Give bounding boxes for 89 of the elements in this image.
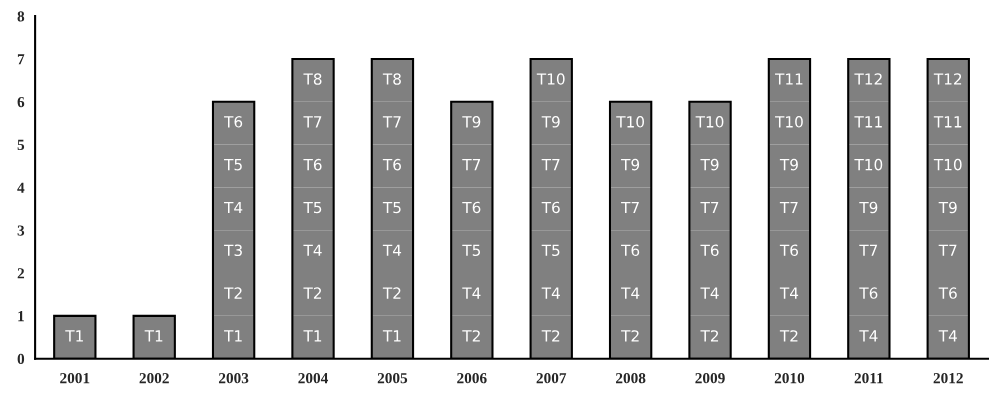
data-label: T1 xyxy=(144,330,163,342)
data-label: T7 xyxy=(700,201,719,214)
data-label: T6 xyxy=(779,244,799,257)
data-label: T7 xyxy=(462,159,481,171)
x-tick-label: 2012 xyxy=(933,373,963,384)
x-tick-label: 2005 xyxy=(377,373,408,384)
data-label: T5 xyxy=(224,159,242,171)
data-label: T6 xyxy=(859,287,878,299)
data-label: T11 xyxy=(933,116,962,128)
data-label: T2 xyxy=(382,287,401,299)
data-label: T2 xyxy=(621,330,639,342)
y-tick-label: 2 xyxy=(17,268,25,279)
data-label: T10 xyxy=(775,116,803,128)
data-label: T5 xyxy=(382,201,401,214)
data-label: T1 xyxy=(65,330,83,342)
y-tick-label: 4 xyxy=(17,182,25,193)
data-label: T7 xyxy=(859,244,878,256)
x-tick-label: 2011 xyxy=(854,373,883,384)
data-label: T2 xyxy=(700,330,719,342)
data-label: T2 xyxy=(541,330,560,342)
data-label: T11 xyxy=(854,116,882,128)
data-label: T9 xyxy=(859,201,878,214)
data-label: T6 xyxy=(541,201,560,214)
data-label: T10 xyxy=(933,158,962,171)
data-label: T9 xyxy=(938,201,957,214)
data-label: T5 xyxy=(541,244,560,257)
data-label: T2 xyxy=(779,330,798,342)
data-label: T10 xyxy=(854,158,883,171)
data-label: T9 xyxy=(779,158,798,171)
data-label: T9 xyxy=(541,116,560,128)
data-label: T6 xyxy=(700,244,719,257)
data-label: T10 xyxy=(695,116,724,128)
data-label: T2 xyxy=(303,287,322,299)
data-label: T12 xyxy=(933,73,962,85)
data-label: T4 xyxy=(779,287,799,299)
y-tick-label: 0 xyxy=(17,353,25,365)
data-label: T6 xyxy=(462,201,481,214)
data-label: T4 xyxy=(382,244,402,256)
data-label: T9 xyxy=(621,158,640,171)
data-label: T11 xyxy=(775,73,803,85)
data-label: T10 xyxy=(616,116,645,128)
data-label: T7 xyxy=(303,116,322,128)
data-label: T2 xyxy=(224,287,242,299)
data-label: T4 xyxy=(303,244,322,256)
data-label: T10 xyxy=(536,73,565,85)
data-label: T4 xyxy=(859,330,878,342)
data-label: T12 xyxy=(854,73,882,85)
data-label: T9 xyxy=(462,116,481,128)
data-label: T6 xyxy=(621,244,640,257)
data-label: T8 xyxy=(303,73,322,85)
y-tick-label: 5 xyxy=(17,139,25,151)
x-tick-label: 2010 xyxy=(774,373,805,384)
data-label: T2 xyxy=(462,330,480,342)
y-tick-label: 6 xyxy=(17,96,25,108)
data-label: T6 xyxy=(224,116,243,128)
x-tick-label: 2001 xyxy=(60,373,90,384)
data-label: T7 xyxy=(621,201,639,214)
data-label: T8 xyxy=(382,73,401,85)
data-label: T7 xyxy=(938,244,957,256)
data-label: T4 xyxy=(541,287,560,299)
data-label: T4 xyxy=(224,201,243,214)
data-label: T6 xyxy=(382,158,401,171)
x-tick-label: 2008 xyxy=(616,373,646,384)
y-tick-label: 1 xyxy=(18,311,24,322)
data-label: T4 xyxy=(938,330,957,342)
data-label: T5 xyxy=(303,201,322,214)
y-tick-label: 8 xyxy=(17,11,25,22)
data-label: T5 xyxy=(462,244,481,257)
x-tick-label: 2004 xyxy=(298,373,329,384)
data-label: T6 xyxy=(303,158,322,171)
data-label: T7 xyxy=(779,201,798,214)
x-tick-label: 2009 xyxy=(695,373,725,384)
x-tick-label: 2003 xyxy=(218,373,249,384)
data-label: T6 xyxy=(938,287,957,299)
data-label: T3 xyxy=(224,244,242,257)
data-label: T4 xyxy=(621,287,640,299)
data-label: T1 xyxy=(224,330,242,342)
data-label: T4 xyxy=(700,287,719,299)
data-label: T1 xyxy=(382,330,401,342)
data-label: T9 xyxy=(700,158,719,171)
data-label: T4 xyxy=(462,287,481,299)
data-label: T7 xyxy=(382,116,401,128)
x-tick-label: 2002 xyxy=(139,373,169,384)
x-tick-label: 2006 xyxy=(457,373,487,384)
y-tick-label: 3 xyxy=(17,225,25,236)
x-tick-label: 2007 xyxy=(536,373,567,384)
y-tick-label: 7 xyxy=(17,54,25,65)
data-label: T1 xyxy=(303,330,322,342)
data-label: T7 xyxy=(541,159,560,171)
